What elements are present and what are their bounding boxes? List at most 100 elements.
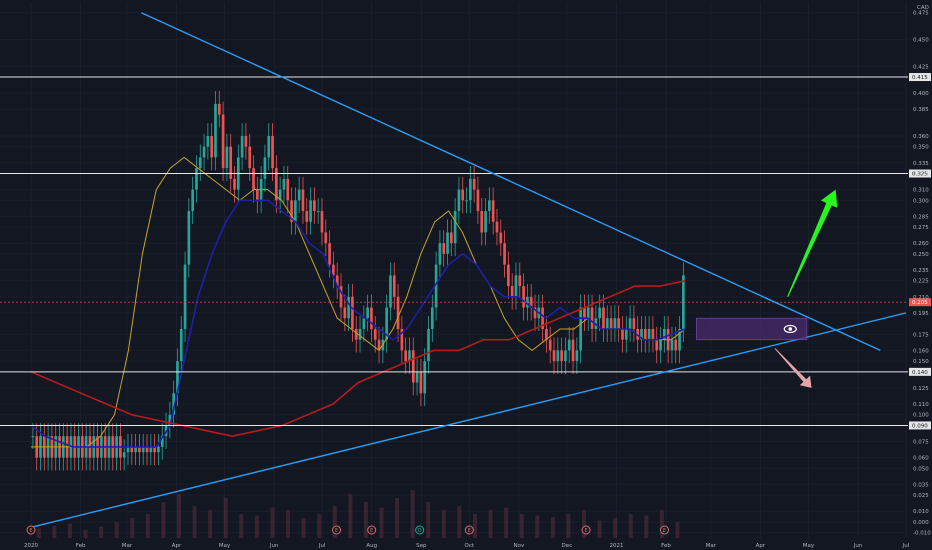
candle-body [297,189,301,201]
y-tick-label: 0.025 [913,493,929,499]
candle-body [491,200,495,222]
candle-body [145,446,149,453]
volume-bar [239,514,244,538]
candle-body [248,146,252,169]
candle-body [354,328,358,340]
candle-body [332,264,335,276]
candle-body [149,446,153,453]
candle-body [411,350,415,383]
time-axis[interactable]: 2020 Feb Mar Apr May Jun Jul Aug Sep Oct Nov Dec 202… [24,543,910,549]
candle-body [210,136,214,158]
trendlines [30,12,907,528]
candle-body [362,318,366,329]
candle-body [453,211,457,244]
volume-bar [613,518,618,538]
candle-body [548,339,552,351]
y-tick-label: 0.000 [913,520,929,526]
candle-body [160,436,164,447]
eye-outline [783,324,797,334]
volume-bar [504,507,509,538]
event-marker [415,525,425,535]
candle-body [183,264,187,329]
candle-body [678,328,681,351]
candle-body [575,350,579,362]
candle-body [469,178,472,201]
volume-bar [659,510,664,538]
volume-bar [379,507,384,538]
event-marker [26,525,36,535]
x-tick-label: Apr [756,543,766,549]
y-tick-label: 0.360 [913,134,929,140]
volume-bar [410,490,415,538]
event-marker [332,525,342,535]
candle-body [138,446,141,453]
candle-body [670,339,674,351]
candle-body [229,146,233,179]
volume-bar [270,507,275,538]
eye-icon [783,324,797,334]
candle-body [598,307,601,319]
event-marker-label: E [29,528,32,534]
candle-body [624,328,628,340]
x-tick-label: Sep [416,543,427,549]
candle-body [621,328,624,340]
volume-bar [675,522,680,538]
price-axis[interactable]: CAD 0.475 0.450 0.425 0.400 0.385 0.360 0.350 0… [913,5,931,537]
candle-body [187,211,191,265]
candle-body [480,211,484,233]
candle-body [134,446,137,453]
event-marker [464,525,474,535]
candle-body [214,103,217,158]
candle-body [632,318,636,329]
y-tick-label: 0.010 [913,509,929,515]
x-tick-label: May [803,543,815,549]
candle-body [339,286,343,308]
volume-bar [535,515,540,538]
x-tick-label: Mar [706,543,717,549]
event-marker-label: E [663,528,666,534]
candle-body [217,103,221,115]
level-tag [909,367,931,376]
event-marker [659,525,669,535]
candle-body [571,339,575,362]
y-tick-label: 0.160 [913,348,929,354]
candle-body [305,211,309,222]
y-tick-label: 0.035 [913,482,929,488]
candle-body [255,189,259,201]
y-tick-label: 0.385 [913,107,929,113]
candle-body [449,232,453,244]
candle-body [263,157,267,179]
y-tick-label: 0.335 [913,161,929,167]
y-tick-label: 0.225 [913,279,929,285]
volume-bar [488,510,493,538]
volume-bar [317,514,322,538]
candle-body [373,328,377,340]
candle-body [198,157,202,169]
volume-bar [566,514,571,538]
candle-body [556,350,560,362]
y-tick-label: 0.150 [913,359,929,365]
volume-bar [99,526,104,538]
candle-body [586,307,590,319]
highlight-zone [696,317,808,341]
y-tick-label: 0.060 [913,456,929,462]
candle-body [240,136,244,158]
x-tick-label: May [219,543,231,549]
candle-body [442,243,446,254]
y-tick-label: 0.425 [913,64,929,70]
candle-body [301,189,305,212]
candle-body [404,350,408,362]
level-tag-label: 0.415 [912,75,928,81]
x-tick-label: Oct [465,543,475,549]
candle-body [141,446,145,453]
event-marker [367,525,377,535]
event-marker-label: D [418,528,422,534]
volume-bar [67,523,72,538]
volume-bar [176,494,181,538]
candle-body [465,200,468,202]
candle-body [628,318,632,329]
candle-body [583,307,586,319]
candle-body [510,286,514,297]
candle-body [503,243,506,265]
